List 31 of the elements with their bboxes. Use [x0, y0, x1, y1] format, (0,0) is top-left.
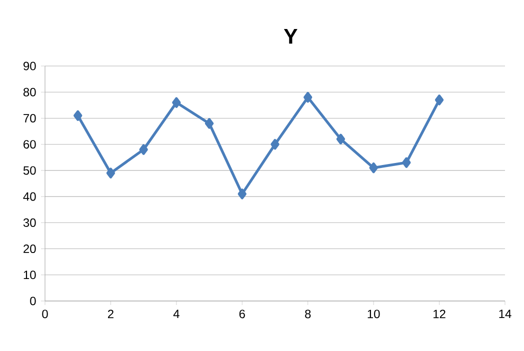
point [369, 162, 378, 174]
point [204, 118, 214, 129]
point [172, 97, 181, 108]
x-tick-label: 8 [305, 310, 311, 318]
y-tick-label: 40 [23, 192, 36, 201]
y-tick-label: 50 [23, 166, 36, 175]
y-tick-label: 10 [24, 270, 36, 280]
point [74, 110, 82, 121]
point [238, 188, 246, 200]
y-tick-label: 60 [24, 140, 36, 149]
x-tick-label: 0 [42, 310, 48, 318]
x-tick-label: 2 [108, 310, 114, 318]
x-tick-label: 10 [368, 310, 380, 318]
x-tick-label: 6 [239, 310, 245, 318]
x-tick-label: 14 [499, 310, 512, 318]
y-tick-label: 0 [30, 296, 36, 306]
point [304, 92, 312, 103]
x-tick-label: 12 [434, 310, 446, 318]
y-tick-label: 80 [23, 88, 36, 96]
point [106, 168, 116, 178]
point [270, 139, 280, 150]
point [336, 134, 346, 144]
y-tick-label: 30 [23, 218, 36, 227]
chart-title: Y [284, 28, 298, 44]
x-tick-label: 4 [173, 310, 180, 318]
point [402, 157, 411, 168]
point [139, 144, 148, 155]
y-tick-label: 20 [24, 244, 36, 254]
y-tick-label: 90 [24, 62, 36, 70]
point [434, 94, 444, 106]
y-tick-label: 70 [24, 114, 36, 122]
